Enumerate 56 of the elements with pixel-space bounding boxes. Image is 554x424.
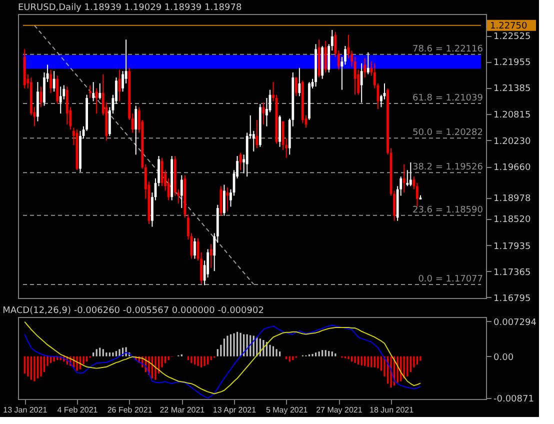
- x-tick-label: 13 Apr 2021: [212, 406, 257, 414]
- y-tick-label: 1.21385: [494, 84, 531, 94]
- candlestick: [95, 88, 98, 114]
- y-tick-label: 1.16795: [494, 294, 531, 304]
- candlestick: [92, 82, 95, 102]
- ref-line-label: 38.2 = 1.19526: [412, 162, 484, 173]
- candlestick: [98, 82, 102, 100]
- x-tick-label: 26 Feb 2021: [107, 406, 153, 414]
- x-tick-label: 5 May 2021: [266, 406, 308, 414]
- x-tick-label: 22 Mar 2021: [160, 406, 206, 414]
- candlestick: [56, 75, 59, 104]
- candlestick: [210, 244, 212, 268]
- x-tick-label: 27 May 2021: [316, 406, 363, 414]
- candlestick: [52, 70, 56, 92]
- candlestick: [256, 119, 258, 149]
- chart-title: EURUSD,Daily 1.18939 1.19029 1.18939 1.18978: [18, 3, 242, 13]
- ref-line-label: 78.6 = 1.22116: [412, 44, 484, 54]
- candlestick: [194, 238, 196, 260]
- candlestick: [88, 84, 92, 99]
- candlestick: [239, 152, 242, 171]
- x-tick-label: 18 Jun 2021: [370, 406, 414, 414]
- ref-line-label: 23.6 = 1.18590: [412, 205, 484, 216]
- y-tick-label: 1.17935: [494, 242, 531, 252]
- y-tick-label: 1.21955: [494, 58, 531, 68]
- ref-line-label: 0.0 = 1.17077: [418, 274, 483, 284]
- chart-title: MACD(12,26,9) -0.006260 -0.005567 0.000000 -0.000902: [2, 306, 264, 316]
- candlestick: [50, 69, 52, 94]
- candlestick: [59, 86, 62, 114]
- candlestick: [406, 170, 409, 187]
- x-tick-label: 4 Feb 2021: [57, 406, 98, 414]
- y-tick-label: 1.19660: [494, 163, 531, 173]
- y-tick-label: 1.18520: [494, 215, 531, 226]
- ref-line-label: 50.0 = 1.20282: [412, 128, 483, 138]
- candlestick: [364, 58, 366, 78]
- candlestick: [134, 105, 138, 156]
- candlestick: [220, 186, 222, 216]
- candlestick: [298, 67, 301, 97]
- y-tick-label: 1.20230: [494, 136, 531, 147]
- ref-line-label: 61.8 = 1.21039: [412, 94, 484, 104]
- y-tick-label: 1.22525: [494, 32, 531, 42]
- candlestick: [180, 174, 183, 209]
- candlestick: [366, 52, 370, 75]
- candlestick: [402, 164, 406, 194]
- candlestick: [222, 184, 226, 216]
- y-tick-label: -0.00871: [494, 394, 534, 405]
- y-tick-label: 1.18978: [494, 194, 531, 204]
- candlestick: [360, 62, 363, 104]
- candlestick: [324, 40, 327, 73]
- candlestick: [294, 76, 298, 97]
- candlestick: [409, 162, 412, 187]
- y-tick-label: 0.007294: [494, 318, 537, 328]
- y-tick-label: 1.17365: [494, 268, 531, 278]
- ref-line-label: 1.22750: [490, 21, 528, 32]
- x-tick-label: 13 Jan 2021: [3, 406, 48, 414]
- y-tick-label: 0.00: [494, 352, 514, 363]
- y-tick-label: 1.20815: [494, 110, 531, 120]
